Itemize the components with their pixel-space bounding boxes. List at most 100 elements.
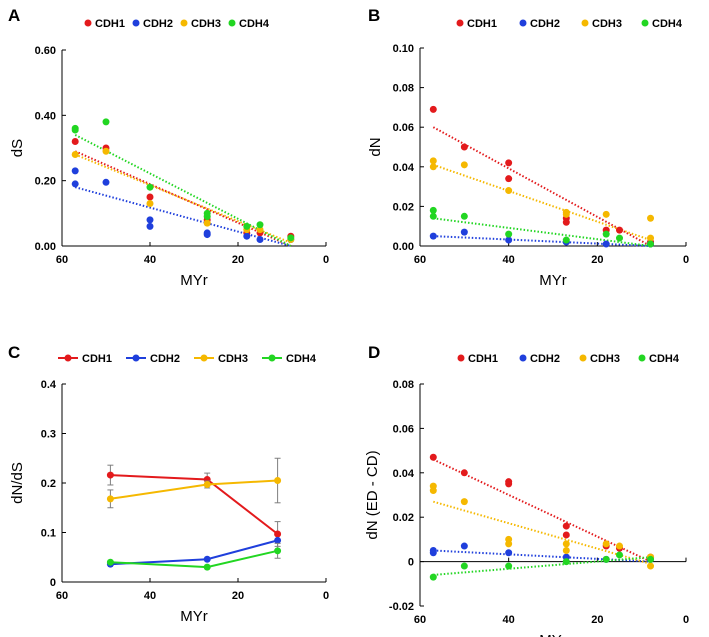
c-data-point-cdh4 [274,547,282,555]
a-data-point-cdh3 [102,147,110,155]
c-data-point-cdh2 [203,555,211,563]
c-legend-marker-cdh3 [200,354,208,362]
d-legend-marker-cdh1 [457,354,465,362]
d-data-point-cdh3 [505,540,513,548]
d-x-tick-label: 20 [591,614,603,626]
c-y-tick-label: 0.4 [41,379,57,391]
a-legend-marker-cdh3 [180,19,188,27]
c-legend-label-cdh3: CDH3 [218,353,248,365]
b-data-point-cdh1 [429,105,437,113]
b-data-point-cdh3 [562,210,570,218]
b-x-tick-label: 40 [503,254,515,266]
d-legend-label-cdh4: CDH4 [649,353,680,365]
a-x-tick-label: 20 [232,254,244,266]
a-data-point-cdh3 [146,200,154,208]
b-data-point-cdh4 [602,230,610,238]
d-data-point-cdh4 [647,555,655,563]
b-x-tick-label: 0 [683,254,689,266]
d-y-tick-label: 0 [408,557,414,569]
c-data-point-cdh1 [274,530,282,538]
a-data-point-cdh4 [146,183,154,191]
a-data-point-cdh1 [71,137,79,145]
c-y-tick-label: 0 [50,577,56,589]
b-data-point-cdh2 [429,232,437,240]
d-data-point-cdh1 [429,453,437,461]
c-data-point-cdh3 [203,480,211,488]
d-data-point-cdh4 [616,551,623,559]
b-y-axis-label: dN [367,137,384,156]
d-y-tick-label: 0.06 [393,423,414,435]
c-x-tick-label: 60 [56,590,68,602]
a-legend-label-cdh3: CDH3 [191,18,221,30]
b-legend-label-cdh2: CDH2 [530,18,560,30]
d-data-point-cdh3 [562,547,570,554]
b-data-point-cdh4 [429,206,437,214]
d-data-point-cdh2 [505,549,513,557]
d-trendline-cdh2 [433,549,651,563]
b-trendline-cdh1 [432,126,652,247]
b-y-tick-label: 0.10 [393,43,414,55]
c-y-tick-label: 0.1 [41,528,56,540]
d-data-point-cdh1 [562,522,570,530]
a-data-point-cdh4 [256,221,264,229]
d-legend-label-cdh3: CDH3 [590,353,620,365]
c-data-point-cdh4 [106,558,114,566]
b-legend-marker-cdh4 [641,19,649,27]
a-legend-marker-cdh4 [228,19,236,27]
a-x-tick-label: 0 [323,254,329,266]
b-data-point-cdh2 [505,236,513,244]
b-data-point-cdh4 [647,240,655,248]
b-legend-marker-cdh3 [581,19,589,27]
b-data-point-cdh4 [505,230,513,238]
d-trendline-cdh4 [433,556,651,576]
c-series-line-cdh1 [110,474,279,535]
d-y-axis-label: dN (ED - CD) [364,450,381,539]
d-y-tick-label: 0.02 [393,512,414,524]
c-series-line-cdh2 [110,539,278,566]
a-data-point-cdh1 [146,193,154,201]
b-data-point-cdh3 [505,187,513,195]
a-data-point-cdh2 [71,180,79,188]
a-trendline-cdh2 [74,186,292,247]
d-data-point-cdh3 [616,542,623,550]
b-x-tick-label: 60 [414,254,426,266]
a-data-point-cdh4 [102,118,110,126]
d-data-point-cdh1 [505,480,513,488]
panel-label-b: B [368,6,380,25]
d-x-axis-label: MYr [539,632,567,637]
c-legend-label-cdh2: CDH2 [150,353,180,365]
d-trendline-cdh1 [432,458,651,563]
d-trendline-cdh3 [433,500,651,565]
a-data-point-cdh2 [146,216,154,224]
a-x-axis-label: MYr [180,272,208,289]
c-legend-marker-cdh1 [64,354,72,362]
a-data-point-cdh4 [243,222,251,230]
b-y-tick-label: 0.02 [393,201,414,213]
b-legend-marker-cdh2 [519,19,527,27]
a-data-point-cdh2 [243,232,251,240]
c-x-axis-label: MYr [180,608,208,625]
b-data-point-cdh3 [647,214,655,222]
b-legend-label-cdh1: CDH1 [467,18,497,30]
a-data-point-cdh3 [71,151,79,159]
a-data-point-cdh3 [256,226,264,234]
d-data-point-cdh2 [429,549,437,557]
b-data-point-cdh1 [562,218,570,226]
c-legend-label-cdh1: CDH1 [82,353,112,365]
b-trendline-cdh4 [433,217,651,247]
c-data-point-cdh1 [106,471,114,479]
a-data-point-cdh2 [102,178,110,186]
b-legend-label-cdh3: CDH3 [592,18,622,30]
c-legend-label-cdh4: CDH4 [286,353,317,365]
d-data-point-cdh4 [429,573,437,581]
b-data-point-cdh3 [429,163,437,171]
b-y-tick-label: 0.00 [393,241,414,253]
a-trendline-cdh1 [74,150,292,247]
b-data-point-cdh1 [505,175,513,183]
b-legend-marker-cdh1 [456,19,464,27]
d-data-point-cdh3 [562,540,570,548]
c-data-point-cdh3 [106,495,114,503]
b-trendline-cdh2 [433,235,651,247]
b-data-point-cdh3 [602,210,610,218]
a-data-point-cdh4 [71,126,79,134]
